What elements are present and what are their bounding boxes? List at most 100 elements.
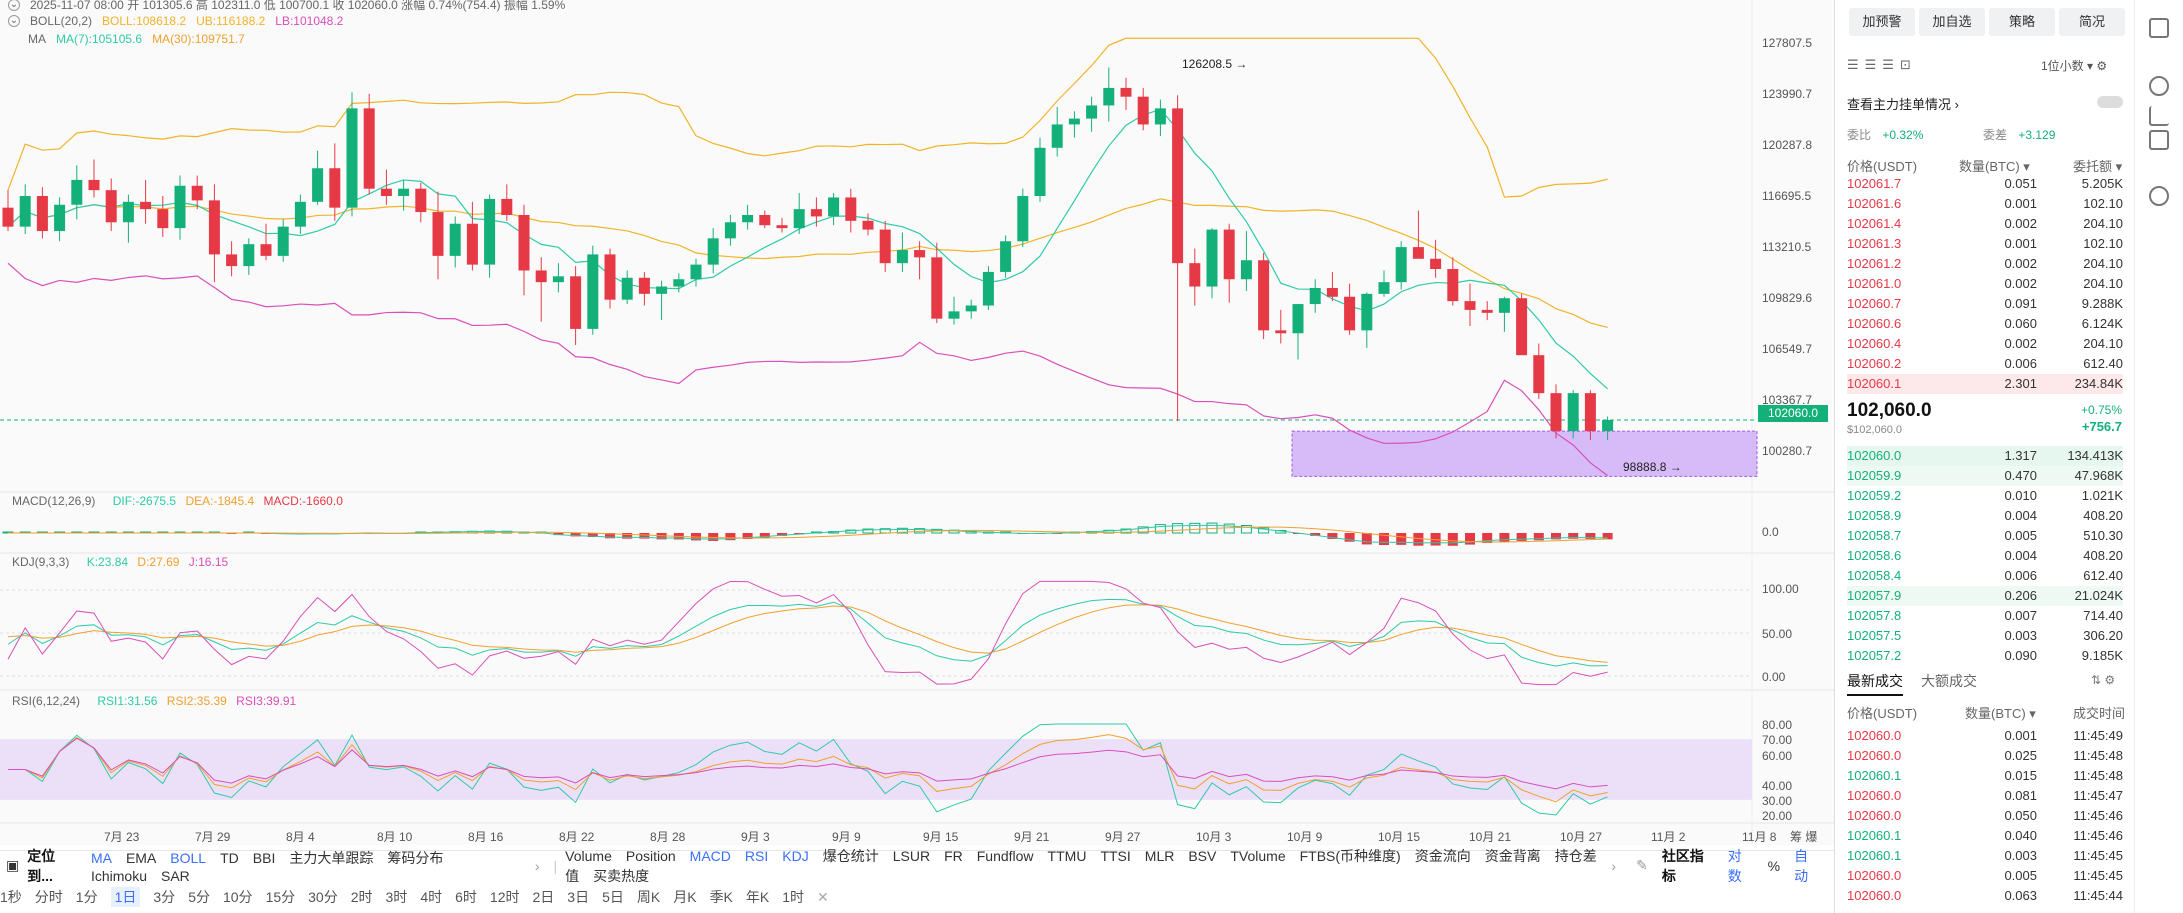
auto-scale-toggle[interactable]: 自动 (1794, 847, 1809, 884)
timeframe-option[interactable]: 1秒 (0, 889, 22, 905)
timeframe-option[interactable]: 1日 (110, 887, 141, 907)
sub-indicator-item[interactable]: Position (625, 847, 676, 864)
timeframe-option[interactable]: 12时 (489, 889, 520, 905)
order-row[interactable]: 102058.4 0.006 612.40 (1847, 566, 2123, 586)
sub-indicator-item[interactable]: 资金背离 (1484, 847, 1541, 864)
timeframe-option[interactable]: 1分 (75, 889, 98, 905)
sub-indicator-item[interactable]: 爆仓统计 (822, 847, 879, 864)
timeframe-option[interactable]: 2日 (532, 889, 555, 905)
sub-indicator-item[interactable]: 持仓差值 (565, 847, 1597, 884)
sub-indicator-item[interactable]: TVolume (1230, 847, 1286, 864)
order-row[interactable]: 102060.0 1.317 134.413K (1847, 446, 2123, 466)
trade-settings-icons[interactable]: ⇅ ⚙ (2091, 673, 2116, 687)
chart-canvas[interactable] (0, 0, 1834, 845)
timeframe-option[interactable]: 年K (745, 889, 770, 905)
timeframe-option[interactable]: 15分 (265, 889, 296, 905)
timeframe-option[interactable]: 10分 (222, 889, 253, 905)
sub-indicator-item[interactable]: KDJ (782, 847, 809, 864)
kdj-name[interactable]: KDJ(9,3,3) (12, 555, 70, 569)
sub-indicator-item[interactable]: Fundflow (976, 847, 1034, 864)
rsi-name[interactable]: RSI(6,12,24) (12, 694, 81, 708)
order-row[interactable]: 102060.6 0.060 6.124K (1847, 314, 2123, 334)
order-row[interactable]: 102060.1 2.301 234.84K (1847, 374, 2123, 394)
timeframe-option[interactable]: 分时 (34, 889, 63, 905)
timeframe-option[interactable]: 月K (673, 889, 697, 905)
order-row[interactable]: 102057.2 0.090 9.185K (1847, 646, 2123, 666)
ob-header-qty[interactable]: 数量(BTC) ▾ (1959, 159, 2030, 174)
locate-button[interactable]: 定位到... (27, 847, 56, 884)
chevron-right-icon[interactable]: › (534, 857, 540, 874)
order-row[interactable]: 102057.9 0.206 21.024K (1847, 586, 2123, 606)
order-row[interactable]: 102060.4 0.002 204.10 (1847, 334, 2123, 354)
main-indicator-item[interactable]: SAR (160, 867, 190, 884)
add-watchlist-button[interactable]: 加自选 (1919, 8, 1985, 36)
sub-indicator-item[interactable]: TTMU (1047, 847, 1087, 864)
sub-indicator-item[interactable]: 资金流向 (1414, 847, 1471, 864)
edit-icon[interactable]: ✎ (1636, 857, 1648, 873)
layers-icon[interactable] (2149, 76, 2169, 96)
timeframe-option[interactable]: 季K (709, 889, 733, 905)
timeframe-option[interactable]: 周K (636, 889, 661, 905)
sub-indicator-item[interactable]: LSUR (892, 847, 931, 864)
timeframe-option[interactable]: 2时 (350, 889, 373, 905)
candlestick-icon[interactable] (2149, 130, 2169, 150)
collapse-icon[interactable]: ⌄ (8, 15, 20, 27)
sub-indicator-item[interactable]: TTSI (1100, 847, 1131, 864)
main-indicator-item[interactable]: Ichimoku (90, 867, 147, 884)
order-row[interactable]: 102060.7 0.091 9.288K (1847, 294, 2123, 314)
ma-name[interactable]: MA (28, 32, 46, 46)
add-alert-button[interactable]: 加预警 (1849, 8, 1915, 36)
toggle-switch[interactable] (2097, 96, 2123, 108)
timeframe-option[interactable]: 1时 (782, 889, 805, 905)
main-indicator-item[interactable]: BOLL (170, 849, 207, 866)
order-row[interactable]: 102061.2 0.002 204.10 (1847, 254, 2123, 274)
ob-header-total[interactable]: 委托额 ▾ (2073, 159, 2123, 174)
precision-select[interactable]: 1位小数 ▾ ⚙ (2041, 59, 2108, 73)
sub-indicator-item[interactable]: RSI (744, 847, 769, 864)
timeframe-option[interactable]: 30分 (308, 889, 338, 905)
order-row[interactable]: 102061.4 0.002 204.10 (1847, 214, 2123, 234)
main-indicator-item[interactable]: BBI (252, 849, 276, 866)
order-row[interactable]: 102058.6 0.004 408.20 (1847, 546, 2123, 566)
x-axis-right-icons[interactable]: 筹 爆 (1790, 830, 1818, 844)
collapse-icon[interactable]: ⌄ (8, 0, 20, 11)
main-indicator-item[interactable]: EMA (125, 849, 157, 866)
timeframe-option[interactable]: 3日 (567, 889, 590, 905)
order-row[interactable]: 102061.6 0.001 102.10 (1847, 194, 2123, 214)
calendar-icon[interactable]: ▣ (6, 857, 20, 873)
main-orders-link[interactable]: 查看主力挂单情况 › (1847, 97, 1959, 112)
sub-indicator-item[interactable]: Volume (565, 847, 612, 864)
kline-chart-area[interactable]: ⌄ 2025-11-07 08:00 开 101305.6 高 102311.0… (0, 0, 1834, 845)
sub-indicator-item[interactable]: 买卖热度 (593, 867, 650, 884)
log-scale-toggle[interactable]: 对数 (1727, 847, 1742, 884)
timeframe-option[interactable]: 5日 (602, 889, 624, 905)
chart-icon[interactable] (2149, 106, 2169, 126)
tab-latest-trades[interactable]: 最新成交 (1847, 671, 1903, 696)
timeframe-option[interactable]: 5分 (188, 889, 210, 905)
timeframe-option[interactable]: 3分 (153, 889, 176, 905)
timeframe-option[interactable]: 6时 (455, 889, 477, 905)
sub-indicator-item[interactable]: MACD (689, 847, 731, 864)
order-row[interactable]: 102058.9 0.004 408.20 (1847, 506, 2123, 526)
order-row[interactable]: 102057.8 0.007 714.40 (1847, 606, 2123, 626)
trade-header-qty[interactable]: 数量(BTC) ▾ (1965, 706, 2036, 721)
community-indicators-button[interactable]: 社区指标 (1661, 847, 1704, 884)
sub-indicator-item[interactable]: FTBS(币种维度) (1299, 847, 1401, 864)
bitcoin-icon[interactable] (2149, 18, 2169, 38)
macd-name[interactable]: MACD(12,26,9) (12, 494, 96, 508)
order-row[interactable]: 102058.7 0.005 510.30 (1847, 526, 2123, 546)
order-row[interactable]: 102061.7 0.051 5.205K (1847, 174, 2123, 194)
close-icon[interactable]: ✕ (817, 888, 829, 905)
order-row[interactable]: 102057.5 0.003 306.20 (1847, 626, 2123, 646)
tab-large-trades[interactable]: 大额成交 (1921, 673, 1977, 689)
order-row[interactable]: 102059.9 0.470 47.968K (1847, 466, 2123, 486)
compass-icon[interactable] (2149, 186, 2169, 206)
orderbook-view-icons[interactable]: ☰☰☰⊡ (1847, 57, 1917, 72)
main-indicator-item[interactable]: TD (220, 849, 239, 866)
percent-scale-toggle[interactable]: % (1767, 857, 1781, 874)
chevron-right-icon[interactable]: › (1611, 857, 1617, 874)
order-row[interactable]: 102059.2 0.010 1.021K (1847, 486, 2123, 506)
sub-indicator-item[interactable]: MLR (1144, 847, 1175, 864)
main-indicator-item[interactable]: MA (90, 849, 112, 866)
overview-button[interactable]: 简况 (2059, 8, 2125, 36)
